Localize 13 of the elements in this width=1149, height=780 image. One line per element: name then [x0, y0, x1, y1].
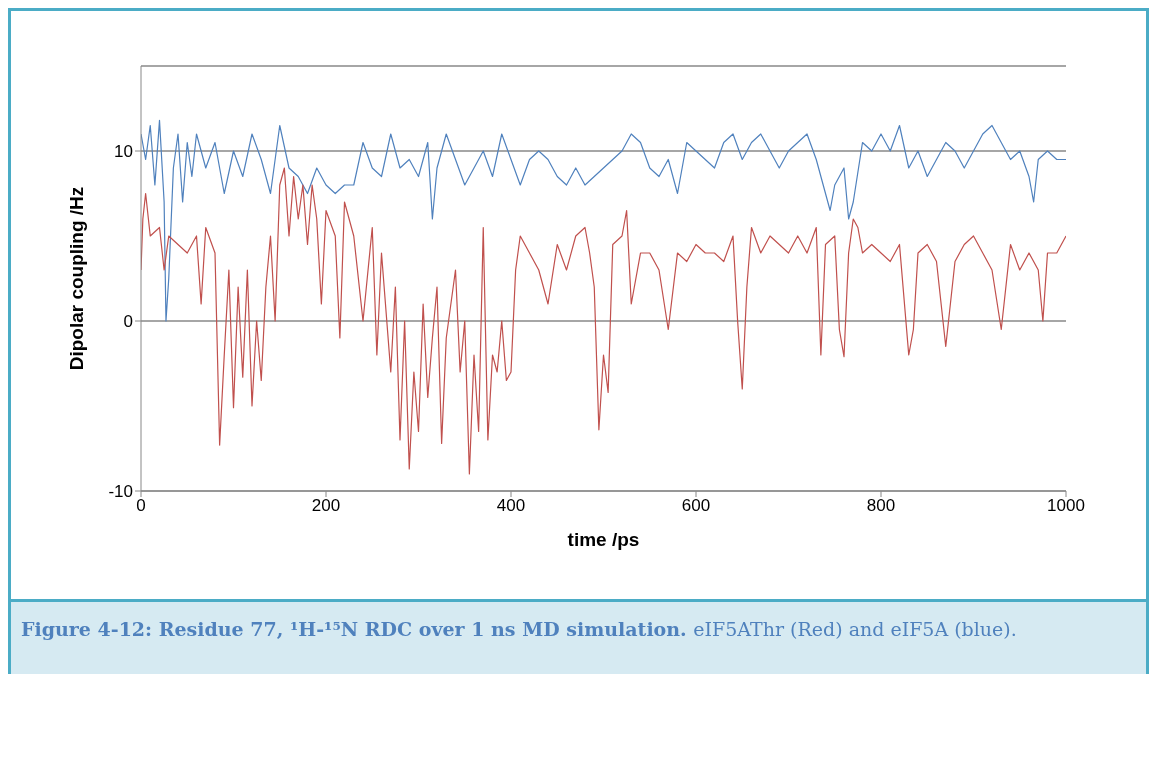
y-tick-label: 10 [114, 142, 133, 162]
y-axis-title: Dipolar coupling /Hz [65, 186, 87, 371]
x-tick-label: 800 [866, 496, 896, 516]
x-tick-label: 600 [681, 496, 711, 516]
x-tick-label: 400 [496, 496, 526, 516]
text: eIF5AThr (Red) and eIF5A (blue). [693, 618, 1017, 640]
y-tick-label: -10 [108, 482, 133, 502]
y-tick-label: 0 [123, 312, 133, 332]
x-tick-label: 200 [311, 496, 341, 516]
x-axis-title: time /ps [567, 529, 640, 550]
x-tick-label: 1000 [1047, 496, 1085, 516]
x-tick-label: 0 [136, 496, 146, 516]
caption: Figure 4-12: Residue 77, ¹H-¹⁵N RDC over 1 ns MD simulation. [21, 618, 688, 640]
